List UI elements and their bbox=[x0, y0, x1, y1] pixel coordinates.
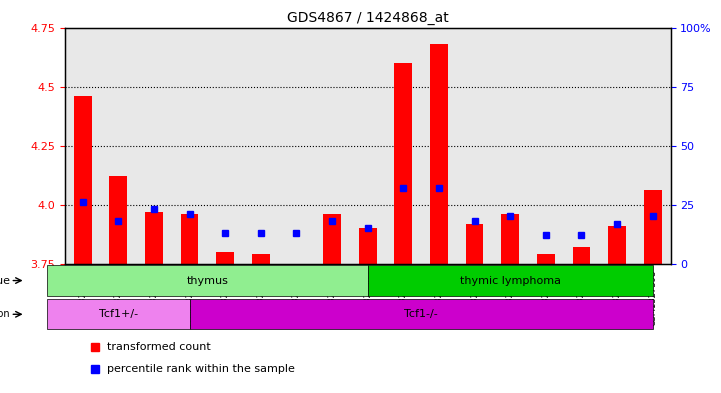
Text: percentile rank within the sample: percentile rank within the sample bbox=[107, 364, 295, 374]
FancyBboxPatch shape bbox=[368, 265, 653, 296]
Title: GDS4867 / 1424868_at: GDS4867 / 1424868_at bbox=[287, 11, 448, 25]
FancyBboxPatch shape bbox=[47, 265, 368, 296]
Bar bbox=[609, 226, 626, 264]
Text: Tcf1-/-: Tcf1-/- bbox=[404, 309, 438, 319]
Bar bbox=[394, 63, 412, 264]
Bar bbox=[252, 254, 270, 264]
Text: Tcf1+/-: Tcf1+/- bbox=[99, 309, 138, 319]
Bar bbox=[537, 254, 554, 264]
Text: thymus: thymus bbox=[187, 275, 229, 286]
FancyBboxPatch shape bbox=[47, 299, 190, 329]
Bar bbox=[644, 191, 662, 264]
Bar bbox=[572, 247, 590, 264]
Text: genotype/variation: genotype/variation bbox=[0, 309, 10, 319]
FancyBboxPatch shape bbox=[190, 299, 653, 329]
Text: transformed count: transformed count bbox=[107, 342, 211, 353]
Bar bbox=[466, 224, 484, 264]
Bar bbox=[110, 176, 127, 264]
Bar bbox=[145, 212, 163, 264]
Text: thymic lymphoma: thymic lymphoma bbox=[460, 275, 561, 286]
Bar bbox=[430, 44, 448, 264]
Bar bbox=[74, 96, 92, 264]
Bar bbox=[323, 214, 341, 264]
Bar bbox=[216, 252, 234, 264]
Bar bbox=[359, 228, 376, 264]
Text: tissue: tissue bbox=[0, 275, 10, 286]
Bar bbox=[181, 214, 198, 264]
Bar bbox=[501, 214, 519, 264]
